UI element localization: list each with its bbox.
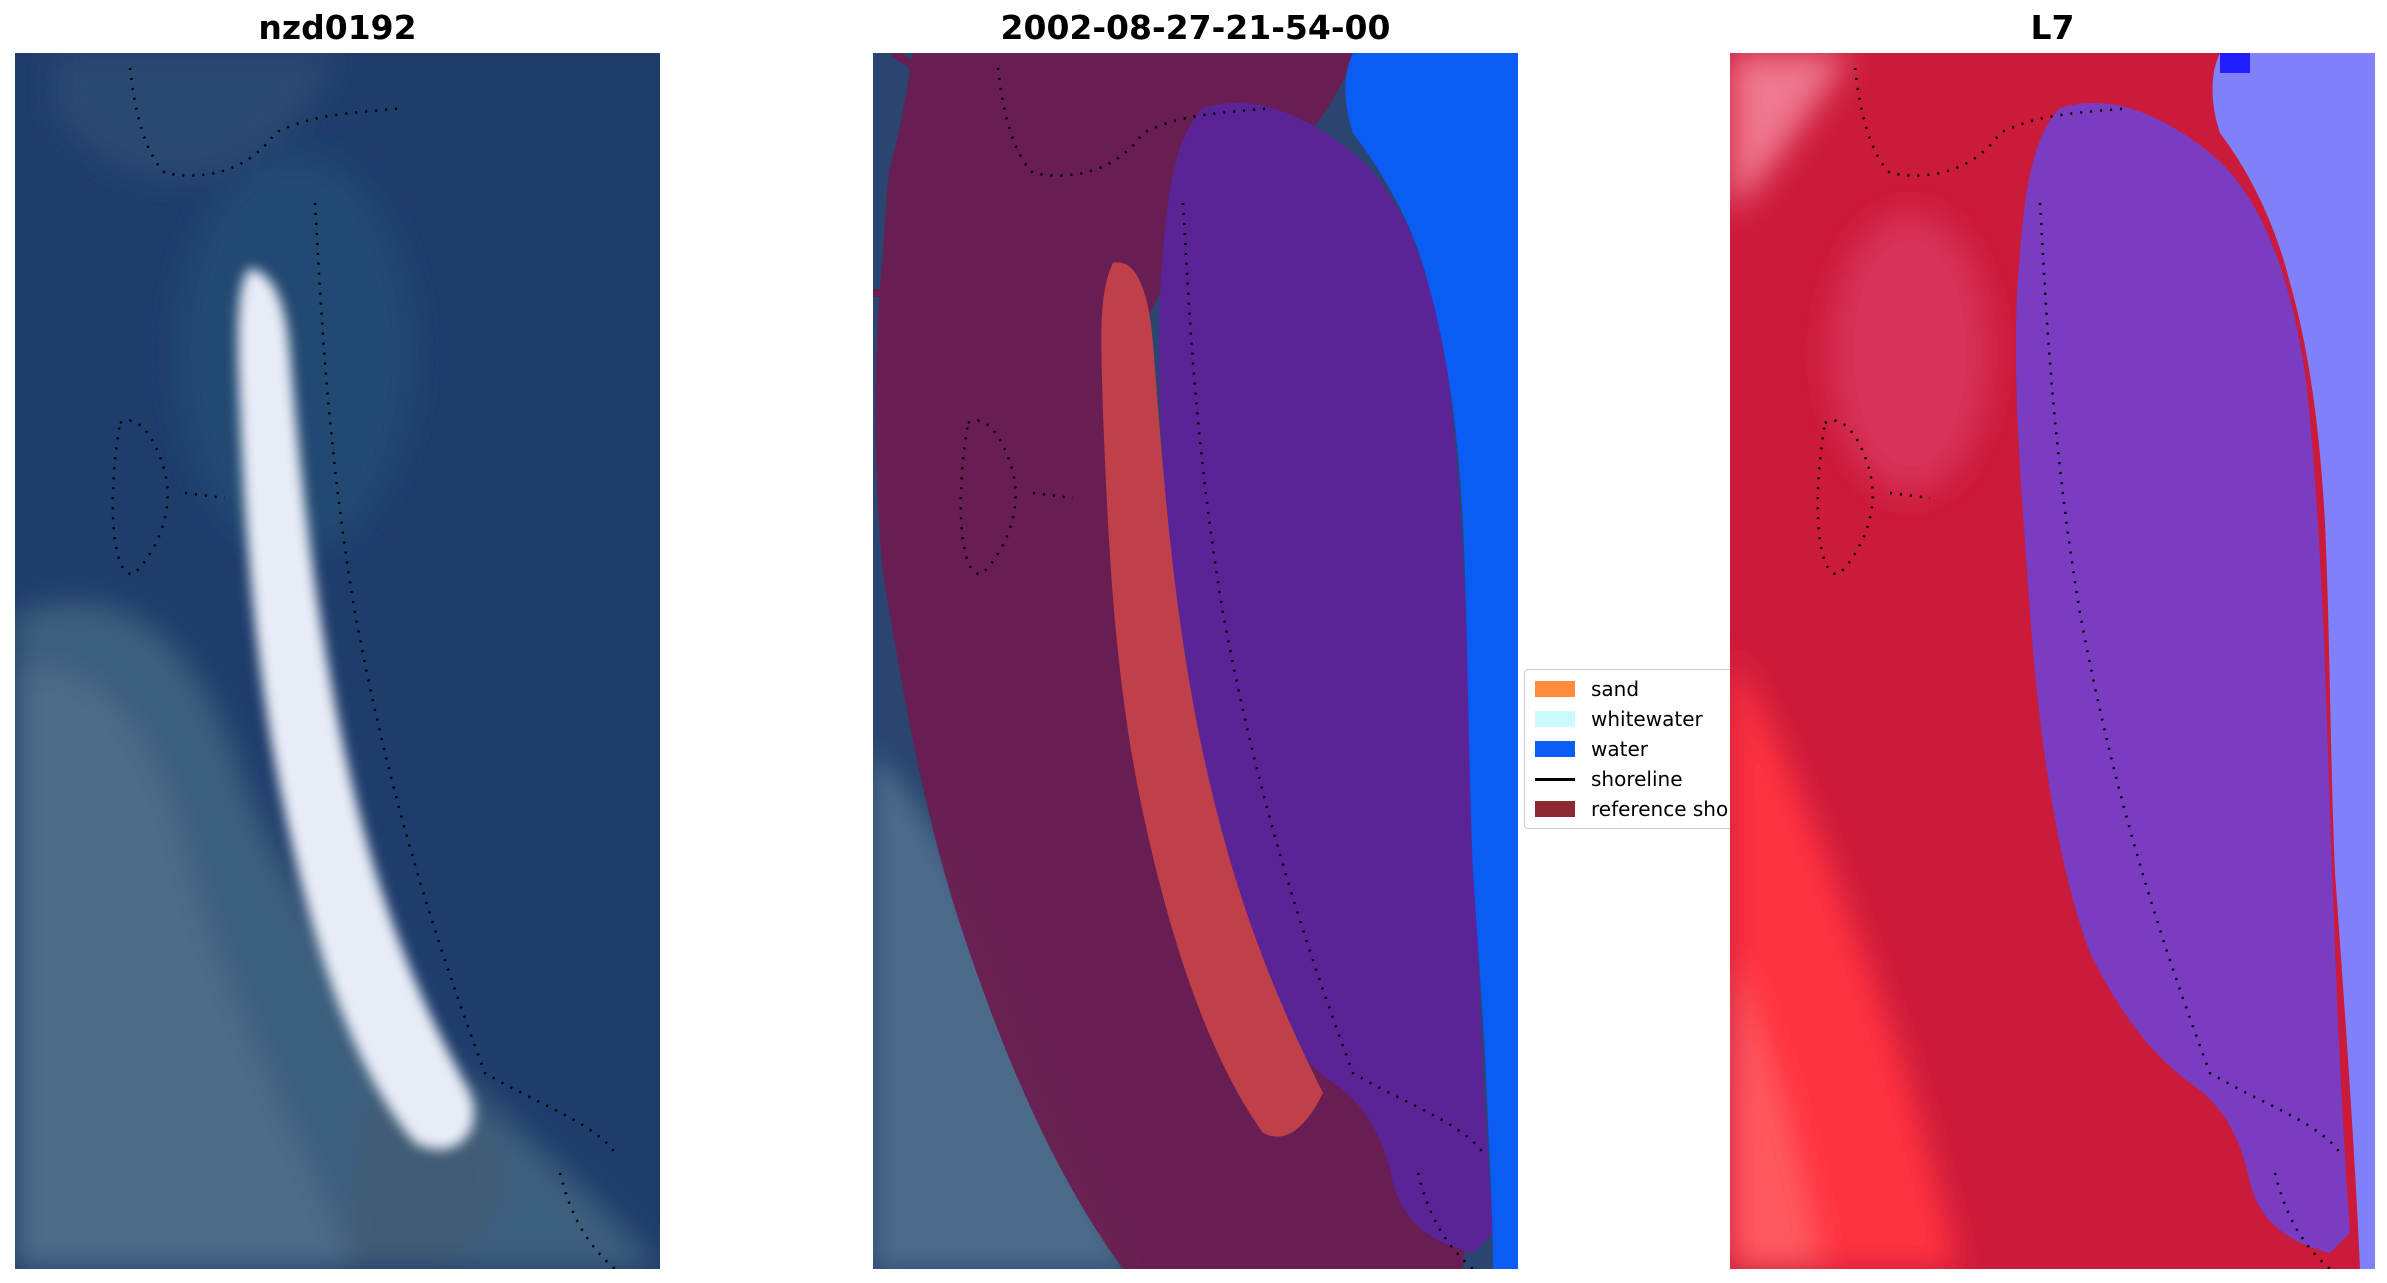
rgb-panel-title: nzd0192 [258,8,417,47]
whitewater-swatch [1535,711,1575,727]
legend-item-sand: sand [1535,677,1640,701]
legend-label: sand [1591,677,1640,701]
legend-label: whitewater [1591,707,1703,731]
index-panel-title: L7 [2030,8,2075,47]
water-swatch [1535,741,1575,757]
legend-label: reference sho [1591,797,1729,821]
reference-shoreline-swatch [1535,801,1575,817]
rgb-image-panel [15,53,660,1269]
classified-panel-title: 2002-08-27-21-54-00 [1000,8,1391,47]
legend-item-whitewater: whitewater [1535,707,1703,731]
legend-item-shoreline: shoreline [1535,767,1683,791]
legend-item-water: water [1535,737,1648,761]
sand-swatch [1535,681,1575,697]
index-image-panel [1730,53,2375,1269]
classified-image-panel [873,53,1518,1269]
legend-item-reference-shoreline: reference sho [1535,797,1729,821]
legend-label: water [1591,737,1648,761]
legend: sand whitewater water shoreline referenc… [1524,669,1738,829]
legend-label: shoreline [1591,767,1683,791]
shoreline-line [1535,777,1575,781]
